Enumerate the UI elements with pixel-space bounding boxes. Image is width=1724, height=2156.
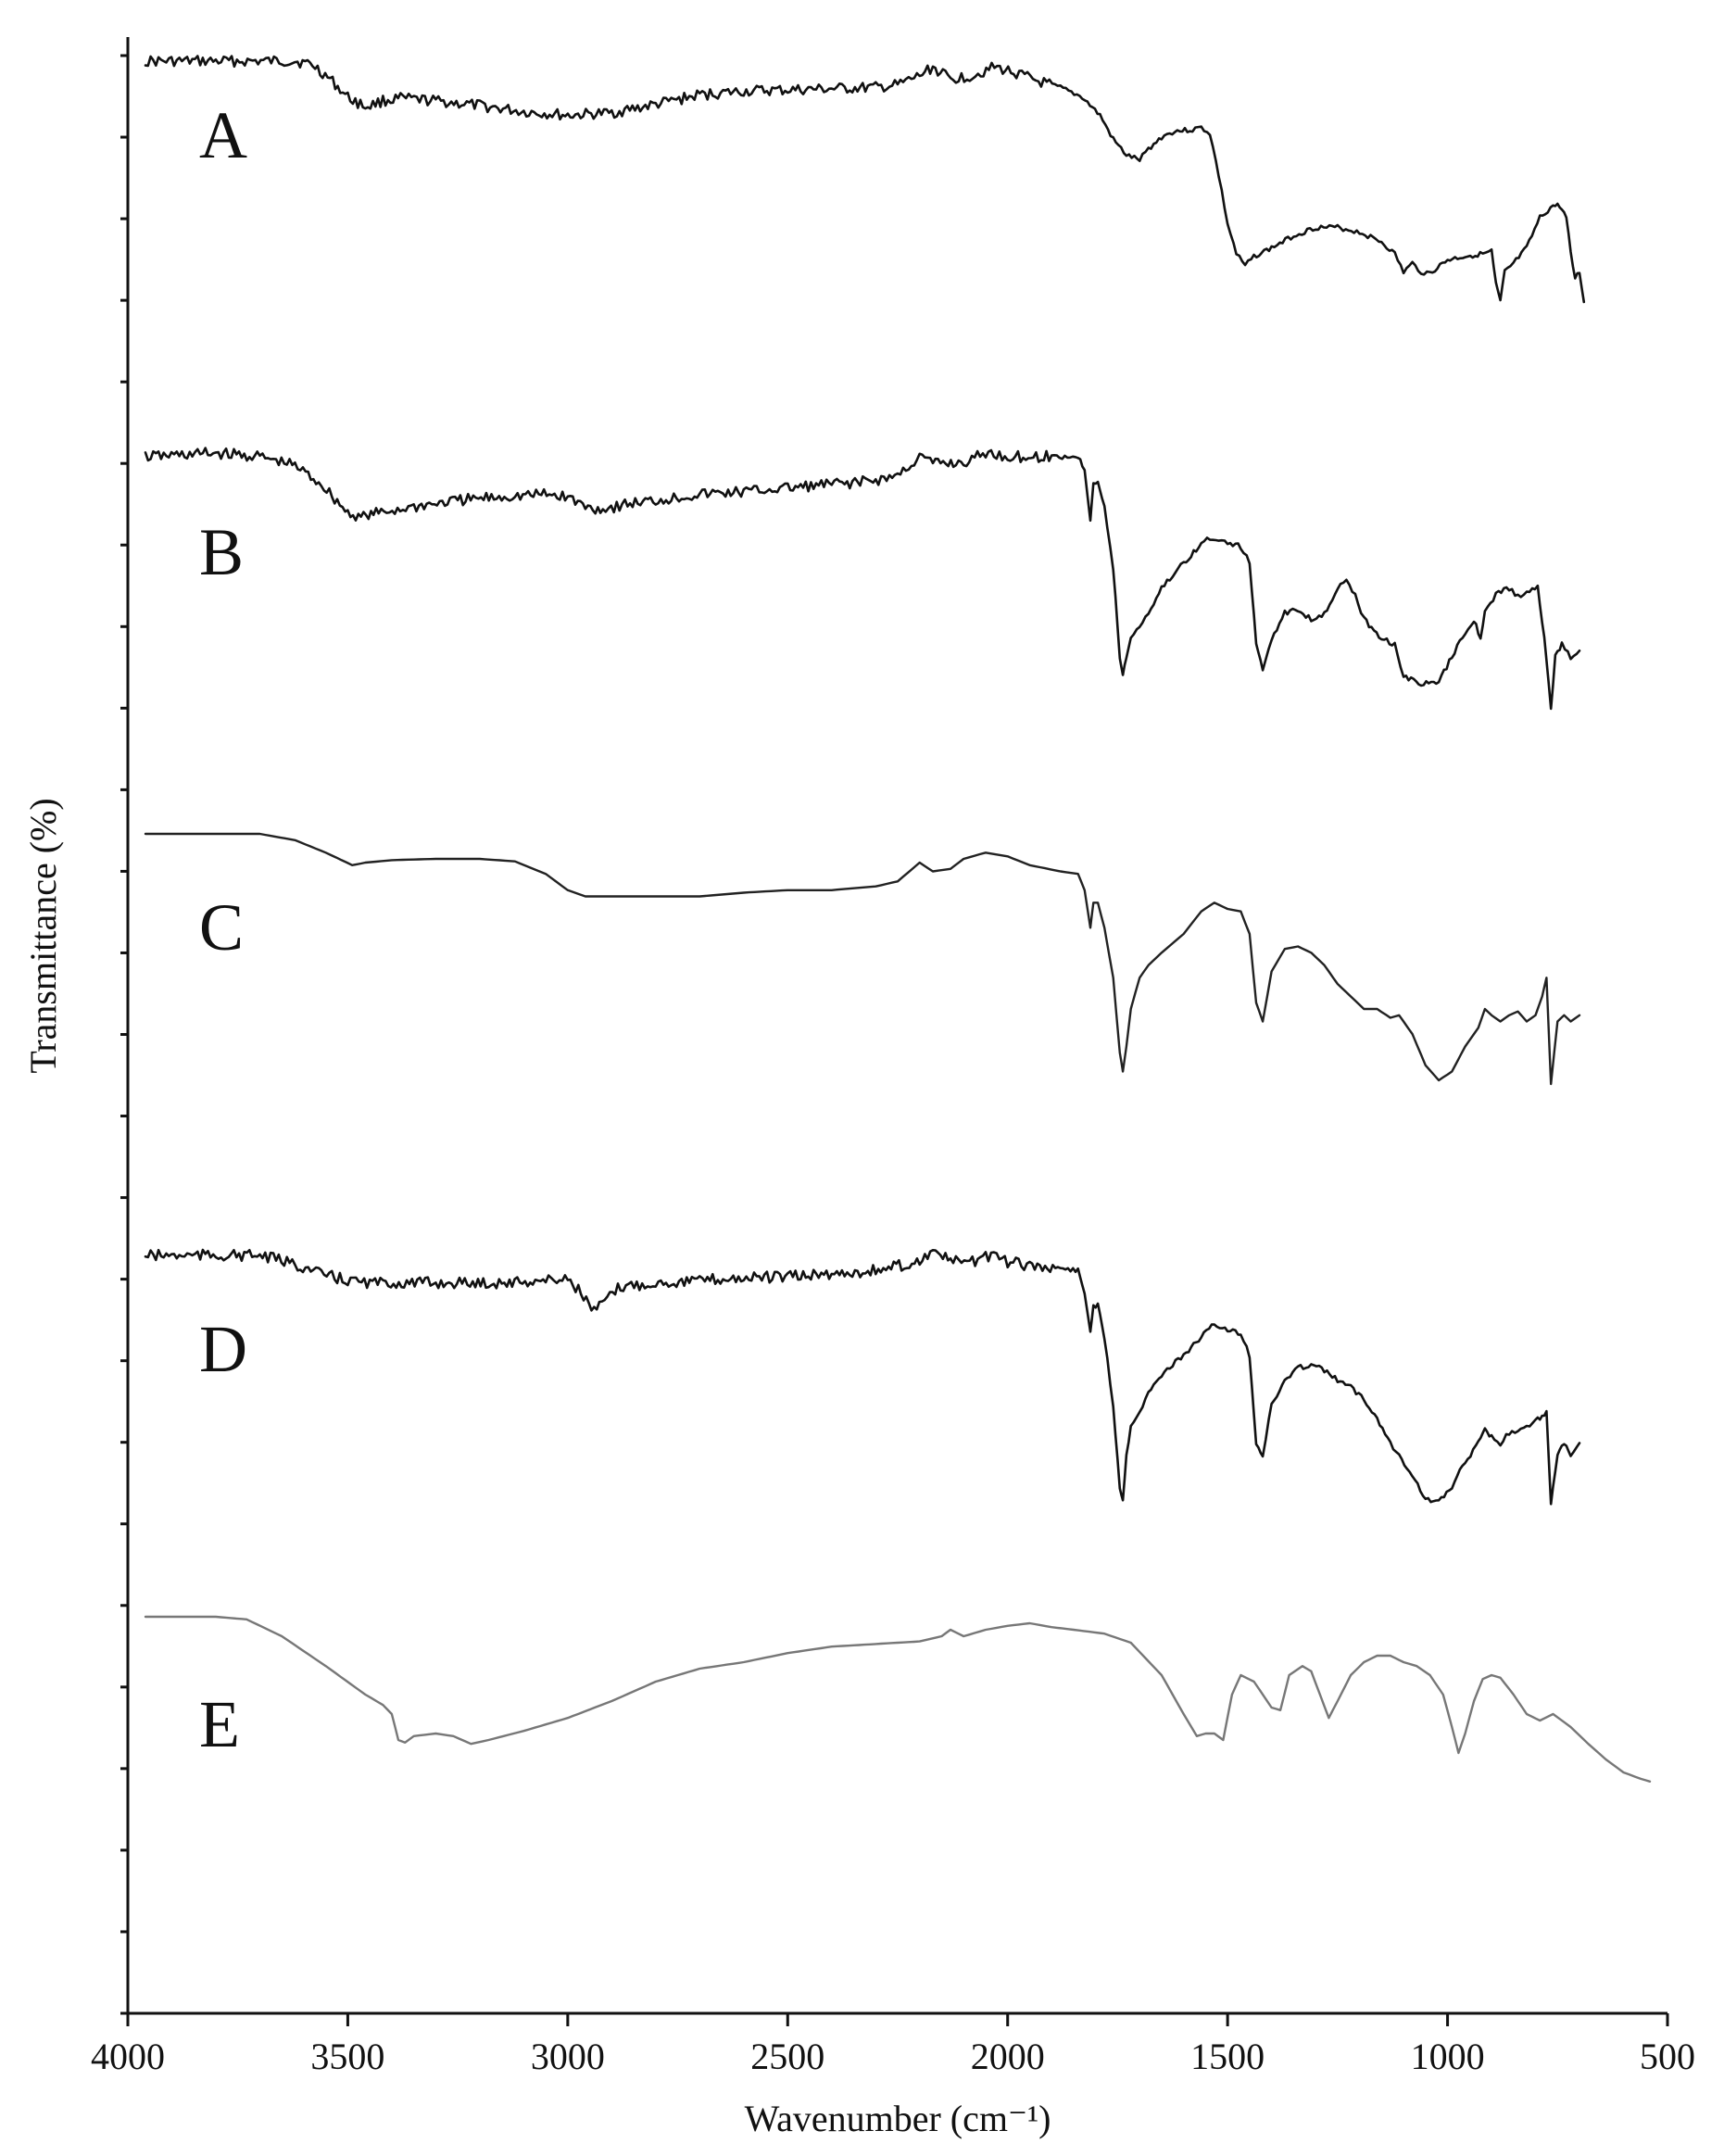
panel-label-e: E xyxy=(199,1687,240,1761)
x-tick-label: 3500 xyxy=(310,2036,384,2077)
x-tick-label: 3000 xyxy=(531,2036,605,2077)
panel-label-b: B xyxy=(199,515,244,589)
y-ticks xyxy=(120,54,128,2015)
x-axis-title: Wavenumber (cm⁻¹) xyxy=(745,2098,1051,2139)
spectra xyxy=(144,55,1652,1783)
x-tick-label: 2000 xyxy=(971,2036,1045,2077)
panel-labels: A B C D E xyxy=(199,98,247,1761)
x-ticks: 4000 3500 3000 2500 2000 1500 1000 500 xyxy=(91,2013,1695,2077)
x-tick-label: 2500 xyxy=(750,2036,824,2077)
y-axis-title: Transmittance (%) xyxy=(22,798,64,1073)
axes: 4000 3500 3000 2500 2000 1500 1000 500 xyxy=(91,37,1695,2077)
spectrum-line-e xyxy=(144,1615,1652,1783)
panel-label-c: C xyxy=(199,890,244,965)
spectrum-line-a xyxy=(144,55,1586,304)
spectrum-line-c xyxy=(144,832,1581,1086)
x-tick-label: 4000 xyxy=(91,2036,165,2077)
spectrum-line-d xyxy=(144,1248,1581,1506)
panel-label-d: D xyxy=(199,1312,247,1386)
x-tick-label: 1000 xyxy=(1411,2036,1485,2077)
spectrum-line-b xyxy=(144,447,1581,711)
x-tick-label: 500 xyxy=(1640,2036,1695,2077)
x-tick-label: 1500 xyxy=(1190,2036,1265,2077)
panel-label-a: A xyxy=(199,98,247,172)
